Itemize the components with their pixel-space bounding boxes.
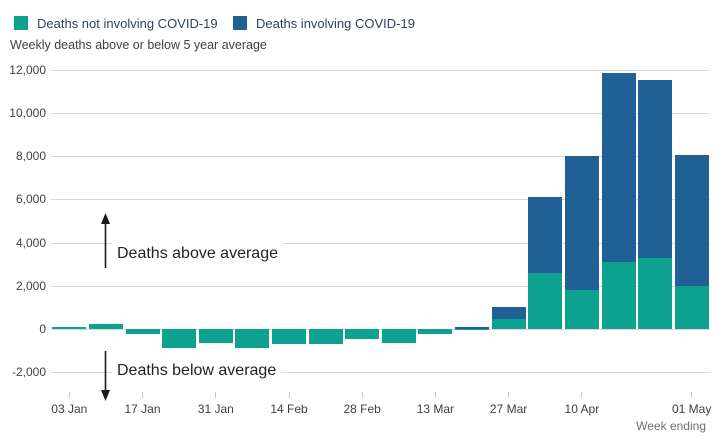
gridline [51,156,710,158]
legend-label: Deaths not involving COVID-19 [37,15,218,31]
legend-label: Deaths involving COVID-19 [256,15,415,31]
y-axis-label: 2,000 [15,278,46,293]
gridline [51,199,710,201]
bar-segment[interactable] [418,328,453,334]
x-axis-tick [142,392,143,398]
arrow-up-icon [101,213,110,268]
x-axis-label: 14 Feb [270,402,308,416]
legend-item-covid[interactable]: Deaths involving COVID-19 [233,15,415,31]
gridline [51,242,710,244]
y-axis-label: 10,000 [9,106,46,121]
y-axis-label: -2,000 [11,365,46,379]
x-axis-label: 03 Jan [51,402,88,416]
x-axis-label: 17 Jan [124,402,161,416]
gridline [51,285,710,287]
bar-segment[interactable] [381,328,416,343]
x-axis-label: 31 Jan [197,402,234,416]
bar-segment[interactable] [528,197,563,273]
bar-segment[interactable] [638,79,673,258]
legend-swatch-green [14,16,28,30]
x-axis-tick [215,392,217,398]
bar-segment[interactable] [674,285,709,329]
bar-segment[interactable] [601,262,636,329]
bar-segment[interactable] [125,328,160,334]
x-axis-tick [288,392,290,398]
bar-segment[interactable] [528,272,563,329]
bar-segment[interactable] [491,319,526,329]
y-axis-label: 0 [39,321,46,336]
bar-segment[interactable] [491,307,526,320]
y-axis-label: 8,000 [15,149,46,164]
plot-area [51,70,710,373]
bar-segment[interactable] [88,323,123,329]
bar-segment[interactable] [638,257,673,329]
bar-segment[interactable] [601,73,636,262]
gridline [51,328,710,330]
bar-segment[interactable] [162,328,197,349]
arrow-down-icon [101,351,110,401]
bar-segment[interactable] [455,328,489,330]
x-axis-label: 13 Mar [416,402,455,416]
x-axis-tick [434,392,436,398]
bar-segment[interactable] [564,156,599,290]
annotation-below-average: Deaths below average [112,358,282,384]
x-axis-label: 01 May [672,402,712,416]
chart-subtitle: Weekly deaths above or below 5 year aver… [10,38,267,52]
gridline [51,70,710,71]
y-axis-label: 4,000 [15,235,46,250]
bar-segment[interactable] [345,328,380,339]
x-axis-tick [581,392,583,398]
bar-segment[interactable] [198,328,233,344]
annotation-above-average: Deaths above average [112,241,283,267]
bar-segment[interactable] [52,326,87,329]
gridline [51,372,710,373]
gridline [51,113,710,115]
bar-segment[interactable] [674,155,709,286]
legend-swatch-blue [233,16,247,30]
y-axis-label: 12,000 [9,63,46,77]
x-axis-tick [508,392,510,398]
x-axis-tick [361,392,363,398]
x-axis-label: 10 Apr [564,402,600,416]
bar-segment[interactable] [235,328,270,349]
x-axis-tick [691,392,693,398]
y-axis-label: 6,000 [15,192,46,207]
x-axis-tick [68,392,70,398]
bar-segment[interactable] [564,290,599,329]
legend-item-not-covid[interactable]: Deaths not involving COVID-19 [14,15,218,31]
bar-segment[interactable] [455,326,489,329]
x-axis-label: 27 Mar [489,402,528,416]
bar-segment[interactable] [272,328,306,345]
x-axis-title: Week ending [636,419,706,433]
bar-segment[interactable] [308,328,343,345]
x-axis-label: 28 Feb [343,402,381,416]
